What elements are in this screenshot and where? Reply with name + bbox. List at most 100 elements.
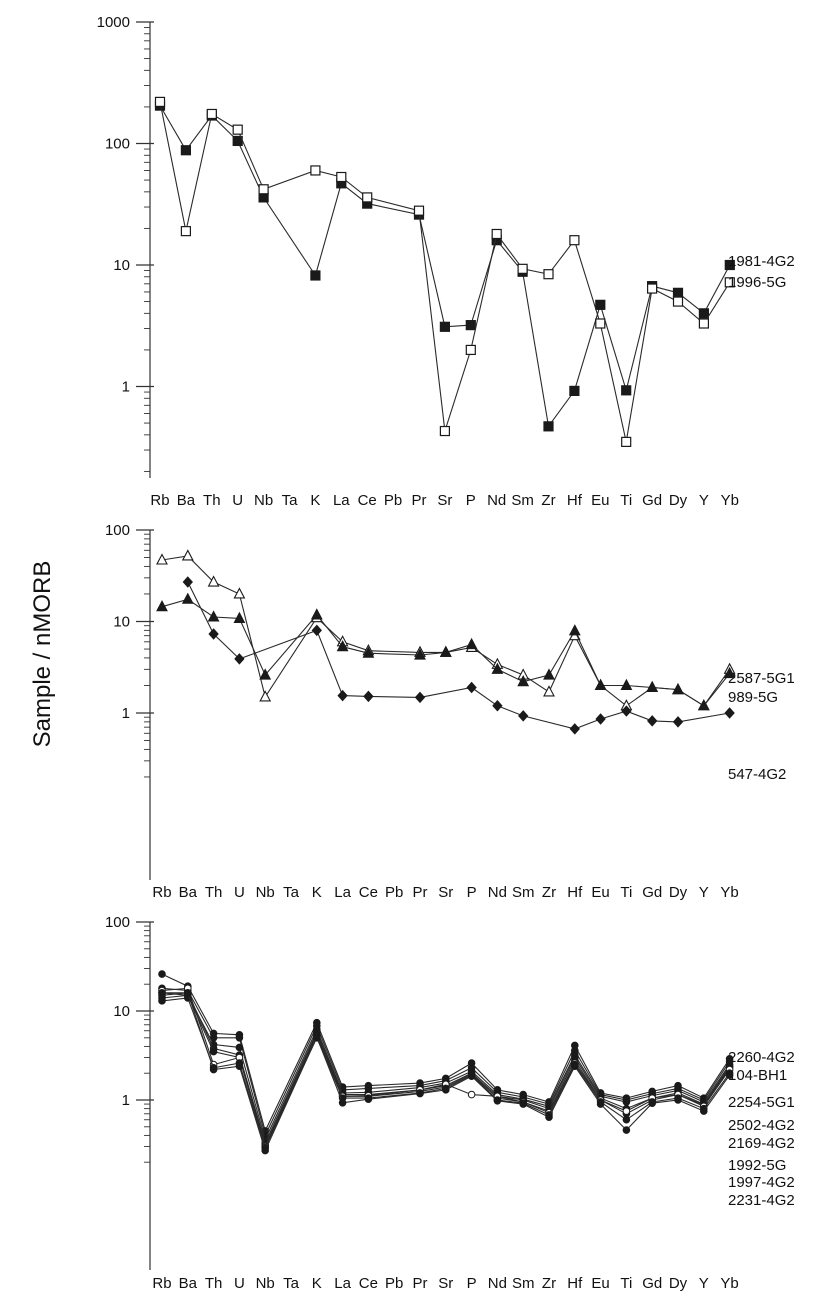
series-2260-4g2-label: 2260-4G2 (728, 1049, 795, 1066)
series-989-5g-point-sr (439, 645, 452, 657)
x-label-ti: Ti (620, 884, 632, 901)
series-2231-4g2-point-sr (442, 1086, 450, 1094)
series-989-5g-point-sm (517, 674, 530, 687)
series-1981-4g2-point-ba (180, 145, 191, 156)
series-2254-5g1-point-ti (622, 1098, 631, 1106)
series-989-5g-point-th (207, 610, 220, 622)
series-2231-4g2-point-pr (416, 1089, 424, 1098)
series-989-5g-point-yb (723, 666, 736, 679)
x-label-ta: Ta (282, 492, 299, 509)
x-label-nb: Nb (256, 1275, 275, 1292)
y-tick-label-10: 10 (113, 1003, 130, 1020)
x-label-pr: Pr (413, 884, 428, 901)
series-547-4g2-point-hf (569, 723, 580, 735)
series-547-4g2-point-pr (414, 691, 426, 704)
x-label-ba: Ba (179, 1275, 198, 1292)
x-label-dy: Dy (669, 1275, 688, 1292)
x-label-yb: Yb (720, 884, 738, 901)
x-label-ta: Ta (283, 1275, 300, 1292)
series-989-5g-point-k (310, 608, 323, 620)
x-label-rb: Rb (152, 884, 171, 901)
series-989-5g-point-p (465, 637, 478, 650)
series-989-5g-point-hf (568, 624, 581, 636)
x-label-la: La (333, 492, 350, 509)
series-1996-5g-point-la (336, 171, 347, 183)
series-1981-4g2-point-ti (621, 385, 632, 396)
x-label-p: P (466, 492, 476, 509)
x-label-ti: Ti (620, 492, 632, 509)
y-tick-label-1: 1 (122, 705, 130, 722)
series-2231-4g2-label: 2231-4G2 (728, 1192, 795, 1209)
x-label-pb: Pb (384, 492, 402, 509)
x-label-zr: Zr (542, 1275, 556, 1292)
series-1996-5g-point-gd (646, 283, 658, 294)
series-2587-5g1-line (161, 555, 731, 707)
series-2231-4g2 (158, 989, 734, 1155)
x-label-nb: Nb (256, 884, 275, 901)
series-2169-4g2-line (161, 994, 731, 1147)
series-547-4g2 (182, 576, 735, 735)
series-1997-4g2-point-ti (622, 1115, 631, 1124)
x-label-th: Th (205, 884, 223, 901)
series-547-4g2-point-ti (621, 705, 632, 717)
series-1996-5g-point-hf (569, 235, 580, 246)
x-label-gd: Gd (642, 1275, 662, 1292)
series-989-5g-point-ba (181, 592, 194, 604)
series-2231-4g2-point-nb (261, 1146, 270, 1155)
series-2231-4g2-point-y (700, 1107, 708, 1115)
x-label-ti: Ti (620, 1275, 632, 1292)
x-label-rb: Rb (152, 1275, 171, 1292)
series-2169-4g2 (158, 991, 734, 1150)
y-tick-label-1: 1 (122, 1092, 130, 1109)
series-547-4g2-point-la (337, 689, 348, 702)
series-547-4g2-point-k (311, 624, 322, 637)
series-547-4g2-point-nd (492, 700, 503, 712)
series-989-5g-label: 989-5G (728, 689, 778, 706)
series-1997-4g2-point-rb (158, 997, 166, 1005)
x-label-p: P (467, 1275, 477, 1292)
y-tick-label-100: 100 (105, 136, 130, 153)
x-label-nd: Nd (488, 884, 507, 901)
x-label-dy: Dy (669, 884, 688, 901)
x-label-pb: Pb (385, 1275, 403, 1292)
series-1981-4g2-point-eu (595, 299, 606, 310)
x-label-yb: Yb (720, 1275, 738, 1292)
series-2231-4g2-point-ce (364, 1095, 373, 1104)
x-label-gd: Gd (642, 492, 662, 509)
series-1981-4g2-point-y (698, 308, 710, 319)
series-2587-5g1-point-th (207, 575, 220, 587)
series-2231-4g2-point-u (235, 1062, 244, 1070)
series-2231-4g2-point-k (313, 1033, 321, 1041)
series-547-4g2-point-p (466, 681, 477, 694)
series-2231-4g2-point-th (209, 1065, 218, 1074)
series-547-4g2-point-th (208, 628, 219, 640)
series-1996-5g-point-k (310, 165, 321, 176)
series-1996-5g-point-eu (595, 318, 606, 329)
x-label-nb: Nb (254, 492, 273, 509)
series-989-5g-point-dy (672, 682, 684, 695)
series-1996-5g-point-zr (543, 269, 554, 280)
x-label-sm: Sm (512, 1275, 535, 1292)
series-1996-5g-point-yb (724, 277, 735, 288)
series-1981-4g2-point-dy (672, 287, 684, 298)
x-label-ba: Ba (177, 492, 196, 509)
series-2169-4g2-point-th (209, 1047, 218, 1056)
x-label-u: U (234, 884, 245, 901)
series-1981-4g2-point-sr (439, 321, 450, 332)
series-104-bh1-point-u (235, 1033, 244, 1042)
series-104-bh1 (158, 984, 734, 1140)
series-1996-5g-point-ba (180, 226, 191, 237)
series-2231-4g2-line (162, 992, 731, 1153)
series-1997-4g2-line (161, 997, 731, 1150)
chart-2587-989-547: 1 10 100 Rb Ba Th U Nb Ta K La Ce Pb Pr Sr P Nd Sm Zr Hf Eu T… (105, 522, 795, 901)
series-2254-5g1-point-u (235, 1043, 244, 1052)
x-label-sr: Sr (438, 884, 453, 901)
series-1981-4g2-point-k (310, 270, 321, 281)
series-2260-4g2 (158, 970, 734, 1135)
x-label-la: La (334, 1275, 351, 1292)
series-547-4g2-point-eu (595, 713, 606, 725)
x-label-nd: Nd (487, 492, 506, 509)
y-tick-label-10: 10 (113, 257, 130, 274)
series-989-5g-point-nd (491, 662, 504, 674)
series-1996-5g-point-nb (258, 184, 269, 195)
